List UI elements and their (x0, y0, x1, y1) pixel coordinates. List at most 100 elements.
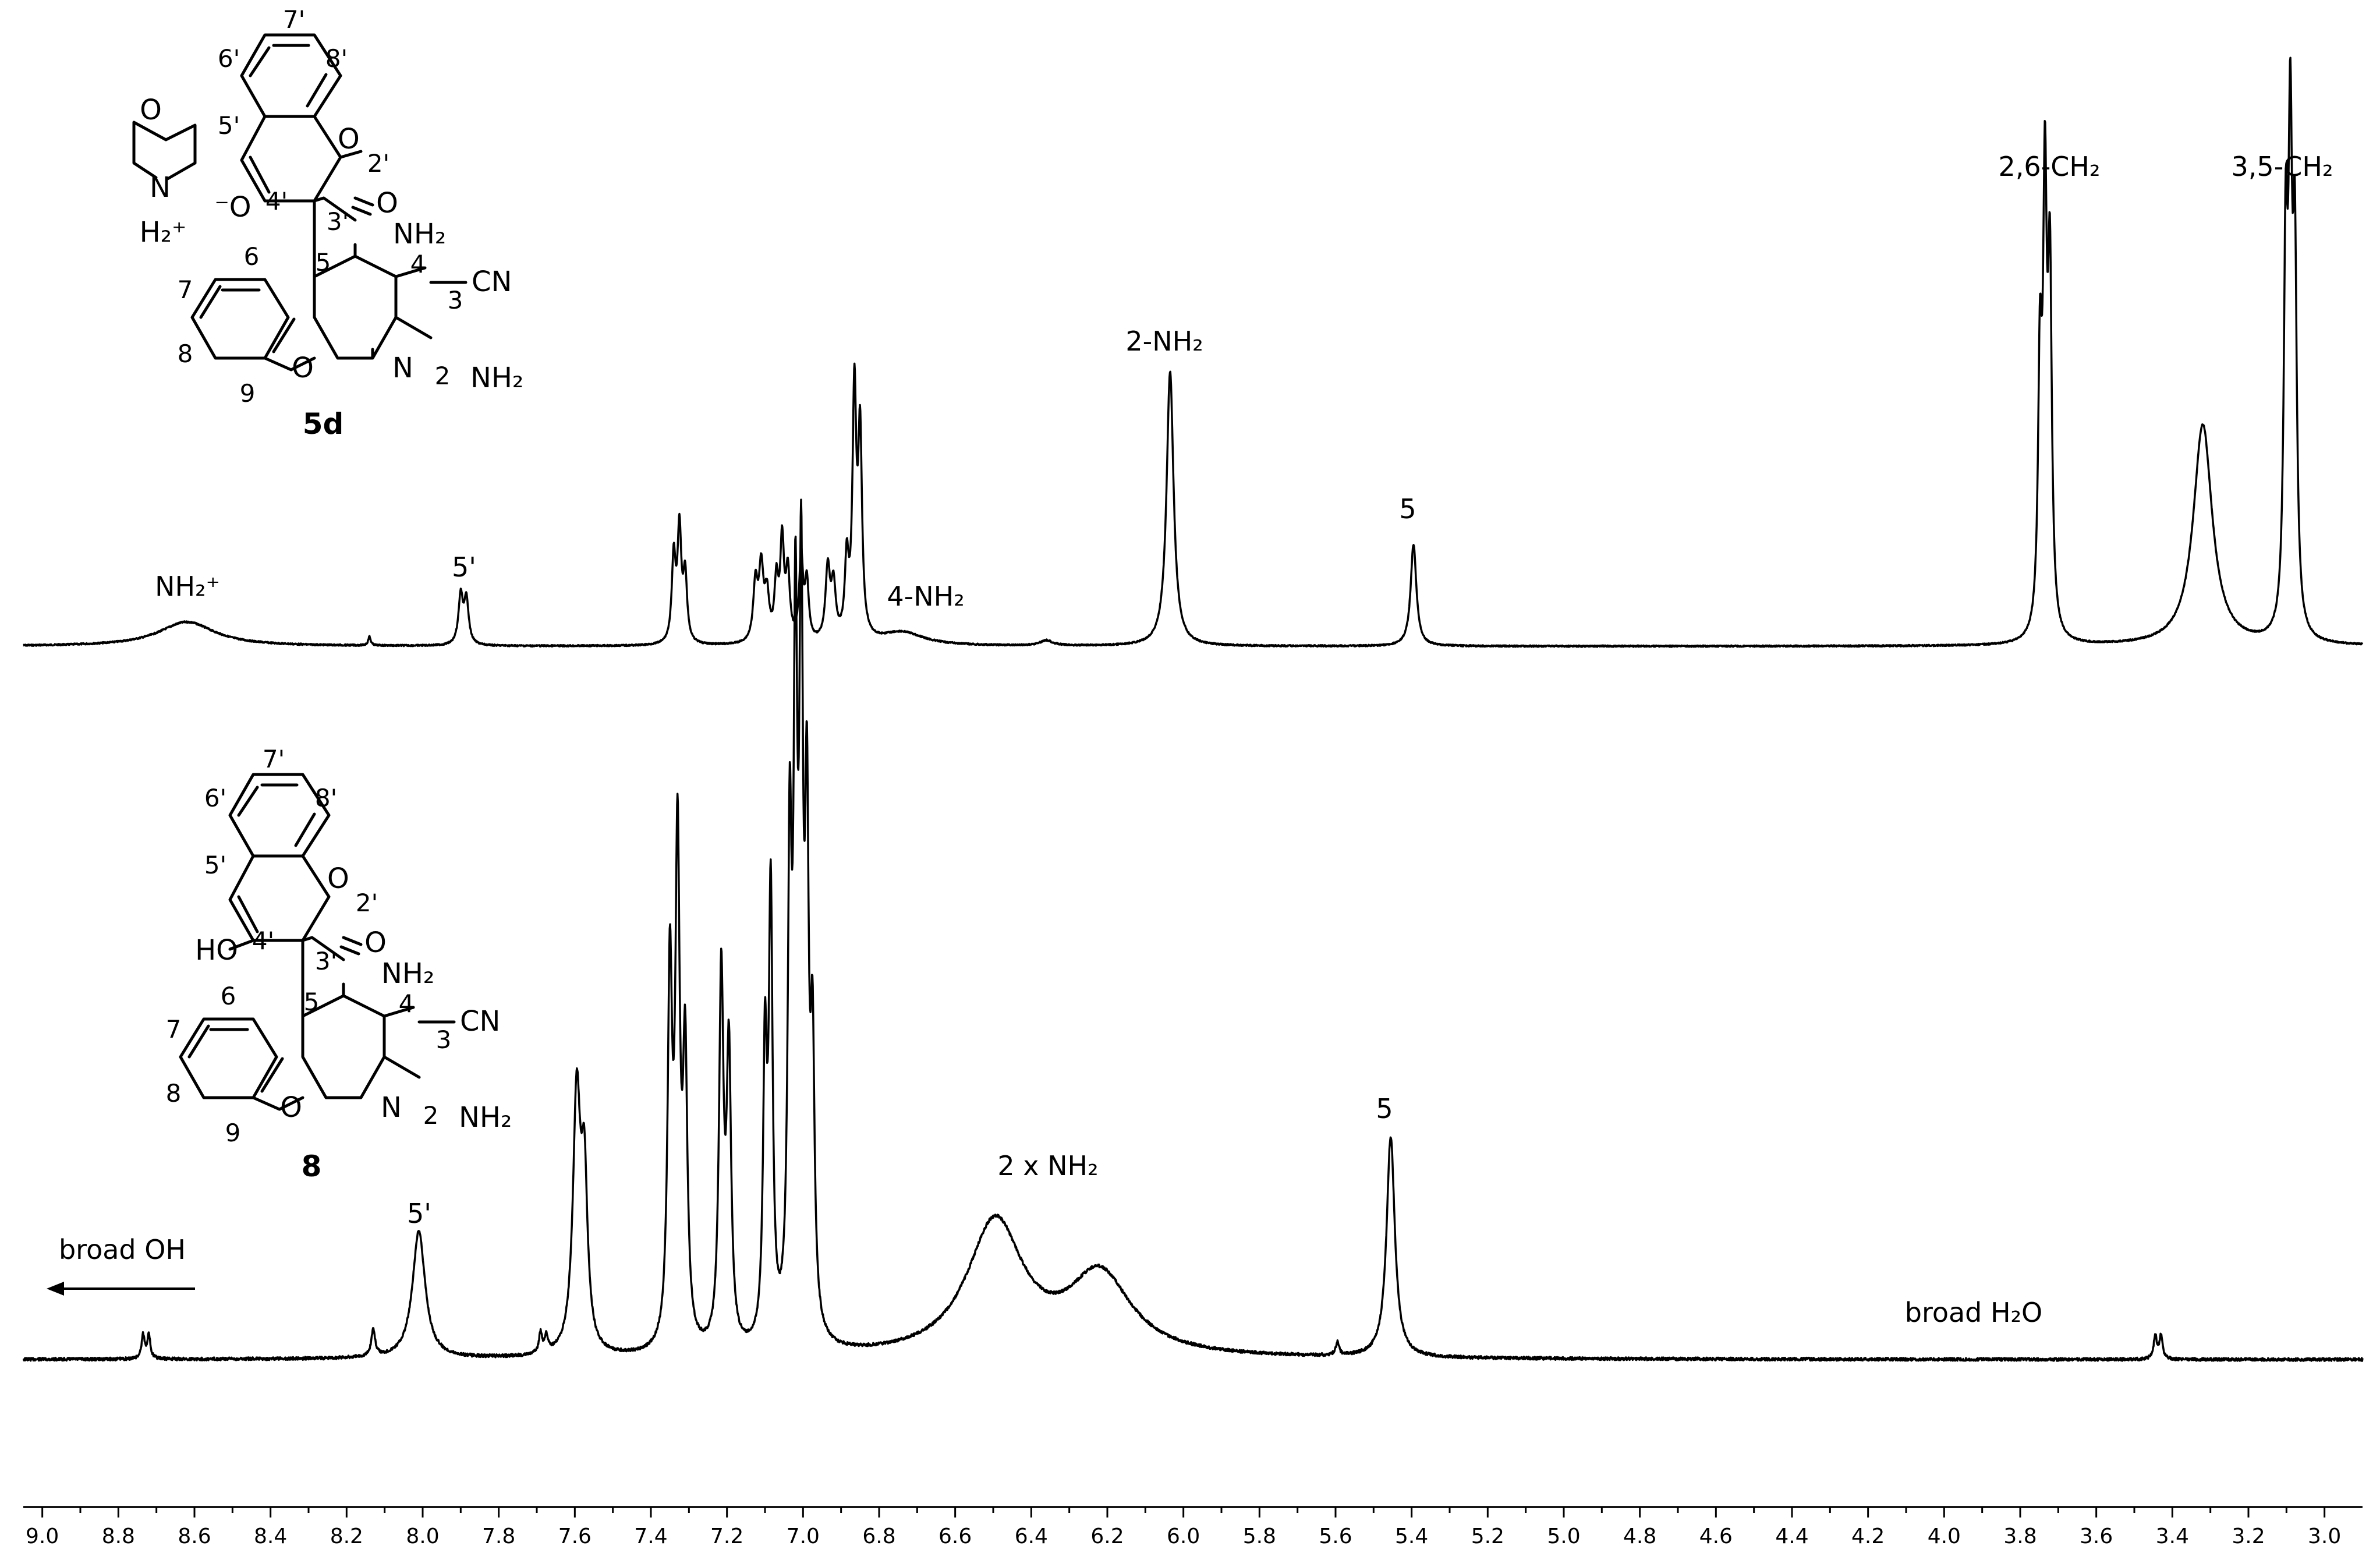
num-4p-bottom: 4' (252, 926, 274, 955)
x-axis-tick-label: 3.6 (2080, 1524, 2113, 1548)
num-2-bottom: 2 (423, 1101, 439, 1130)
compound-label-8: 8 (302, 1149, 322, 1183)
num-4p-top: 4' (265, 187, 288, 215)
x-axis-tick-label: 8.8 (102, 1524, 135, 1548)
annotation-2x-nh2: 2 x NH₂ (997, 1150, 1098, 1182)
amine-2-label-bottom: NH₂ (459, 1101, 512, 1134)
num-7p-top: 7' (283, 5, 305, 34)
carbonyl-o-label-bottom: O (364, 926, 387, 959)
annotation-nh2-plus: NH₂⁺ (155, 571, 220, 602)
annotation-5-bottom: 5 (1376, 1093, 1393, 1124)
pyran-o-label-bottom: O (280, 1091, 302, 1124)
num-8-top: 8 (178, 339, 193, 368)
ring-o-label-top: O (338, 123, 360, 155)
chromene-ring-top (190, 199, 433, 372)
annotation-3-5-ch2: 3,5-CH₂ (2232, 151, 2333, 182)
x-axis-tick-label: 3.2 (2232, 1524, 2265, 1548)
amine-4-label-top: NH₂ (393, 218, 446, 250)
num-3-top: 3 (448, 286, 463, 314)
chromene-ring-bottom (179, 939, 421, 1111)
num-6-top: 6 (244, 242, 260, 271)
pyran-o-label-top: O (292, 352, 314, 384)
amine-2-label-top: NH₂ (470, 362, 523, 394)
x-axis-tick-label: 3.4 (2156, 1524, 2189, 1548)
num-4-top: 4 (410, 250, 426, 278)
annotation-5-prime-bottom: 5' (407, 1198, 431, 1229)
x-axis-tick-label: 5.8 (1243, 1524, 1276, 1548)
x-axis-tick-label: 5.4 (1395, 1524, 1428, 1548)
x-axis-tick-label: 8.4 (254, 1524, 287, 1548)
num-6-bottom: 6 (221, 982, 236, 1010)
num-2p-bottom: 2' (356, 889, 378, 917)
num-8p-top: 8' (325, 44, 348, 73)
x-axis-tick-label: 5.0 (1547, 1524, 1580, 1548)
coumarin-benzene-ring-bottom (228, 773, 331, 858)
annotation-5-prime-top: 5' (452, 551, 476, 583)
num-6p-bottom: 6' (204, 784, 226, 812)
x-axis-tick-label: 4.0 (1928, 1524, 1961, 1548)
x-axis-tick-label: 4.8 (1623, 1524, 1656, 1548)
morpholine-o-label: O (140, 94, 162, 126)
x-axis-ticks: 9.0 8.8 8.6 8.4 8.2 8.0 7.8 7.6 7.4 7.2 7.0 6.8 6.6 6… (26, 1507, 2341, 1548)
compound-label-5d: 5d (303, 407, 344, 441)
cyano-label-bottom: CN (460, 1005, 500, 1038)
x-axis-tick-label: 8.0 (406, 1524, 439, 1548)
num-2-top: 2 (435, 362, 451, 390)
num-6p-top: 6' (218, 44, 240, 73)
top-annotations: NH₂⁺ 5' 4-NH₂ 2-NH₂ 5 2,6-CH₂ 3,5-CH₂ (155, 151, 2333, 612)
x-axis-tick-label: 5.6 (1319, 1524, 1352, 1548)
annotation-4-nh2: 4-NH₂ (887, 581, 964, 612)
x-axis-tick-label: 3.0 (2308, 1524, 2341, 1548)
pyranone-ring-top (240, 115, 363, 222)
cyano-label-top: CN (472, 266, 512, 298)
morpholine-h2plus-label: H₂⁺ (140, 216, 187, 249)
num-8-bottom: 8 (166, 1079, 182, 1108)
x-axis-tick-label: 8.2 (330, 1524, 363, 1548)
num-9-bottom: 9 (225, 1119, 241, 1147)
num-4-bottom: 4 (399, 989, 415, 1018)
x-axis-tick-label: 6.8 (862, 1524, 895, 1548)
structure-8: O O HO NH₂ CN O N NH₂ 7' 6' 8' 5' 2' 4' … (166, 745, 512, 1183)
x-axis-tick-label: 6.6 (938, 1524, 972, 1548)
spectrum-trace-8 (22, 498, 2364, 1362)
x-axis-tick-label: 6.2 (1090, 1524, 1124, 1548)
annotation-broad-oh: broad OH (59, 1234, 186, 1265)
num-7-top: 7 (178, 275, 193, 304)
num-5p-top: 5' (218, 111, 240, 140)
x-axis-tick-label: 4.4 (1775, 1524, 1808, 1548)
carbonyl-o-label-top: O (376, 187, 398, 220)
x-axis-tick-label: 7.6 (558, 1524, 592, 1548)
amine-4-label-bottom: NH₂ (381, 957, 434, 990)
pyranone-ring-bottom (228, 854, 345, 961)
x-axis-tick-label: 3.8 (2003, 1524, 2037, 1548)
x-axis-tick-label: 4.2 (1851, 1524, 1885, 1548)
x-axis-tick-label: 5.2 (1471, 1524, 1504, 1548)
x-axis-tick-label: 6.0 (1167, 1524, 1200, 1548)
num-9-top: 9 (240, 379, 256, 408)
num-5-bottom: 5 (304, 988, 320, 1016)
num-8p-bottom: 8' (315, 784, 337, 812)
annotation-2-6-ch2: 2,6-CH₂ (1999, 151, 2101, 182)
ring-o-label-bottom: O (327, 862, 349, 895)
annotation-2-nh2: 2-NH₂ (1125, 326, 1203, 357)
annotation-5-top: 5 (1399, 493, 1416, 525)
hydroxyl-label-bottom: HO (195, 934, 238, 967)
num-3p-top: 3' (327, 207, 349, 236)
pyridine-n-label-bottom: N (381, 1091, 402, 1124)
num-2p-top: 2' (367, 149, 389, 178)
pyridine-n-label-top: N (392, 352, 413, 384)
spectrum-trace-5d (22, 56, 2364, 648)
x-axis-tick-label: 4.6 (1699, 1524, 1733, 1548)
x-axis-tick-label: 9.0 (26, 1524, 59, 1548)
x-axis-tick-label: 7.8 (482, 1524, 515, 1548)
num-7p-bottom: 7' (263, 745, 285, 773)
morpholine-n-label: N (150, 171, 171, 204)
o-minus-label-top: ⁻O (214, 191, 251, 224)
num-5p-bottom: 5' (204, 851, 226, 879)
annotation-broad-h2o: broad H₂O (1905, 1297, 2043, 1328)
num-3-bottom: 3 (436, 1025, 452, 1054)
x-axis-tick-label: 6.4 (1015, 1524, 1048, 1548)
x-axis-tick-label: 7.4 (634, 1524, 667, 1548)
num-3p-bottom: 3' (315, 947, 337, 975)
